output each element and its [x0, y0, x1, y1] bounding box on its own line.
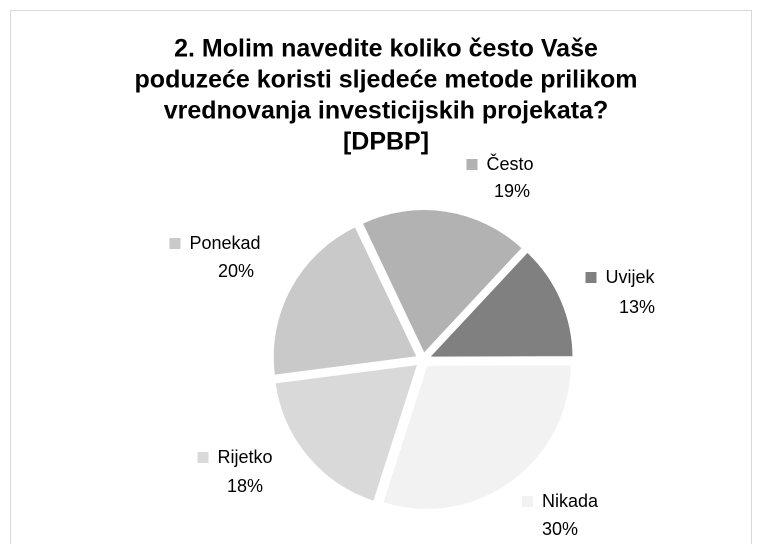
pie-slice [380, 363, 573, 511]
slice-value-label: 20% [218, 261, 254, 281]
slice-label: Često [486, 153, 533, 174]
pie-slice [273, 362, 420, 504]
legend-key [585, 272, 597, 283]
slice-label: Ponekad [189, 233, 260, 253]
chart-title: poduzeće koristi sljedeće metode priliko… [135, 66, 638, 94]
pie-slice [426, 250, 575, 359]
slice-label: Rijetko [217, 447, 272, 467]
legend-key [197, 452, 209, 463]
pie-slice [360, 208, 525, 356]
slice-label: Nikada [542, 491, 599, 511]
slice-value-label: 19% [494, 181, 530, 201]
chart-title: 2. Molim navedite koliko često Vaše [174, 35, 598, 63]
legend-key [521, 496, 533, 507]
legend-key [466, 159, 478, 170]
slice-value-label: 13% [619, 297, 655, 317]
chart-title: vrednovanja investicijskih projekata? [164, 97, 609, 125]
slice-label: Uvijek [605, 267, 655, 287]
slice-value-label: 18% [227, 476, 263, 496]
pie-slice [271, 224, 420, 377]
slice-value-label: 30% [542, 519, 578, 539]
legend-key [169, 238, 181, 249]
chart-title: [DPBP] [343, 128, 429, 156]
